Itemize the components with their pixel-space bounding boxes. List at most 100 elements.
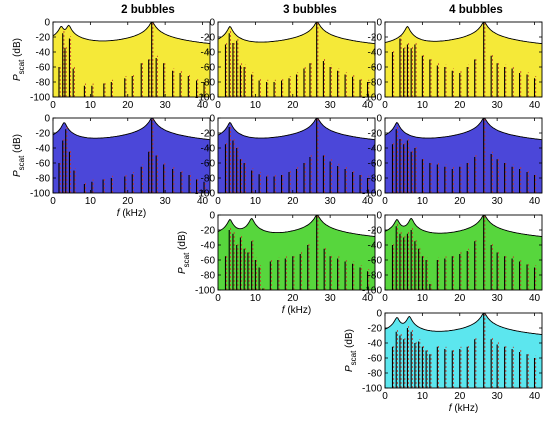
x-tick-label: 40 <box>197 196 209 207</box>
y-tick-label: -100 <box>195 189 215 200</box>
plot-frame <box>217 21 376 98</box>
envelope-area <box>218 215 375 290</box>
y-tick-label: -20 <box>368 33 383 44</box>
envelope-area <box>385 313 542 388</box>
x-tick-label: 0 <box>215 293 221 304</box>
y-tick-label: -40 <box>201 48 216 59</box>
area-group <box>385 22 542 97</box>
x-tick-label: 20 <box>287 293 299 304</box>
y-tick-label: -40 <box>36 144 51 155</box>
x-tick-label: 0 <box>382 196 388 207</box>
x-tick-label: 40 <box>362 196 374 207</box>
y-tick-label: -80 <box>368 369 383 380</box>
x-axis-label: f (kHz) <box>449 403 478 414</box>
area-group <box>53 118 210 193</box>
y-tick-label: -60 <box>201 256 216 267</box>
y-tick-label: -20 <box>368 324 383 335</box>
envelope-area <box>53 22 210 97</box>
envelope-line <box>53 118 210 141</box>
plot-frame <box>217 214 376 291</box>
x-tick-label: 40 <box>362 293 374 304</box>
x-tick-label: 10 <box>250 100 262 111</box>
x-tick-label: 30 <box>325 196 337 207</box>
y-tick-label: -100 <box>195 286 215 297</box>
x-tick-label: 20 <box>122 196 134 207</box>
x-tick-label: 30 <box>160 196 172 207</box>
x-tick-label: 40 <box>197 100 209 111</box>
x-tick-label: 40 <box>362 100 374 111</box>
y-tick-label: -80 <box>368 271 383 282</box>
plot-frame <box>384 117 543 194</box>
y-tick-label: -100 <box>362 286 382 297</box>
x-tick-label: 20 <box>454 293 466 304</box>
y-axis-label: Pscat (dB) <box>12 38 26 81</box>
y-tick-label: -80 <box>368 174 383 185</box>
envelope-area <box>385 118 542 193</box>
x-tick-label: 0 <box>382 100 388 111</box>
x-tick-label: 10 <box>417 293 429 304</box>
x-tick-label: 30 <box>492 196 504 207</box>
y-tick-label: -60 <box>368 256 383 267</box>
y-tick-label: -20 <box>201 129 216 140</box>
x-tick-label: 30 <box>492 100 504 111</box>
y-tick-label: -60 <box>368 159 383 170</box>
x-tick-label: 10 <box>417 196 429 207</box>
y-tick-label: -40 <box>201 144 216 155</box>
envelope-line <box>218 215 375 237</box>
y-tick-label: -40 <box>368 48 383 59</box>
x-tick-label: 0 <box>215 100 221 111</box>
y-tick-label: -80 <box>36 174 51 185</box>
area-group <box>218 215 375 290</box>
x-tick-label: 0 <box>382 293 388 304</box>
envelope-line <box>385 313 542 335</box>
x-tick-label: 10 <box>250 293 262 304</box>
area-group <box>385 313 542 388</box>
x-tick-label: 0 <box>382 391 388 402</box>
plot-frame <box>52 117 211 194</box>
y-axis-label: Pscat (dB) <box>12 134 26 177</box>
plot-frame <box>384 21 543 98</box>
column-title-1: 2 bubbles <box>121 4 175 16</box>
envelope-area <box>385 22 542 97</box>
y-tick-label: 0 <box>44 18 50 29</box>
envelope-line <box>385 118 542 141</box>
y-tick-label: -40 <box>368 144 383 155</box>
x-axis-label: f (kHz) <box>282 305 311 316</box>
y-tick-label: -20 <box>368 226 383 237</box>
x-tick-label: 30 <box>160 100 172 111</box>
area-group <box>53 22 210 97</box>
plot-frame <box>384 214 543 291</box>
x-tick-label: 20 <box>454 391 466 402</box>
area-group <box>385 118 542 193</box>
y-tick-label: -60 <box>368 63 383 74</box>
area-group <box>385 215 542 290</box>
y-tick-label: -40 <box>368 241 383 252</box>
y-tick-label: -80 <box>201 78 216 89</box>
x-tick-label: 10 <box>85 100 97 111</box>
column-title-3: 4 bubbles <box>449 4 503 16</box>
y-tick-label: 0 <box>376 18 382 29</box>
y-tick-label: 0 <box>376 211 382 222</box>
x-tick-label: 10 <box>250 196 262 207</box>
x-tick-label: 30 <box>492 391 504 402</box>
x-tick-label: 40 <box>529 391 541 402</box>
y-tick-label: -80 <box>36 78 51 89</box>
envelope-area <box>218 118 375 193</box>
y-tick-label: -40 <box>36 48 51 59</box>
y-axis-label: Pscat (dB) <box>344 329 358 372</box>
y-tick-label: -80 <box>201 271 216 282</box>
x-tick-label: 40 <box>529 293 541 304</box>
y-tick-label: 0 <box>44 114 50 125</box>
y-tick-label: -40 <box>201 241 216 252</box>
y-tick-label: -40 <box>368 339 383 350</box>
y-tick-label: -100 <box>195 93 215 104</box>
envelope-line <box>385 215 542 237</box>
